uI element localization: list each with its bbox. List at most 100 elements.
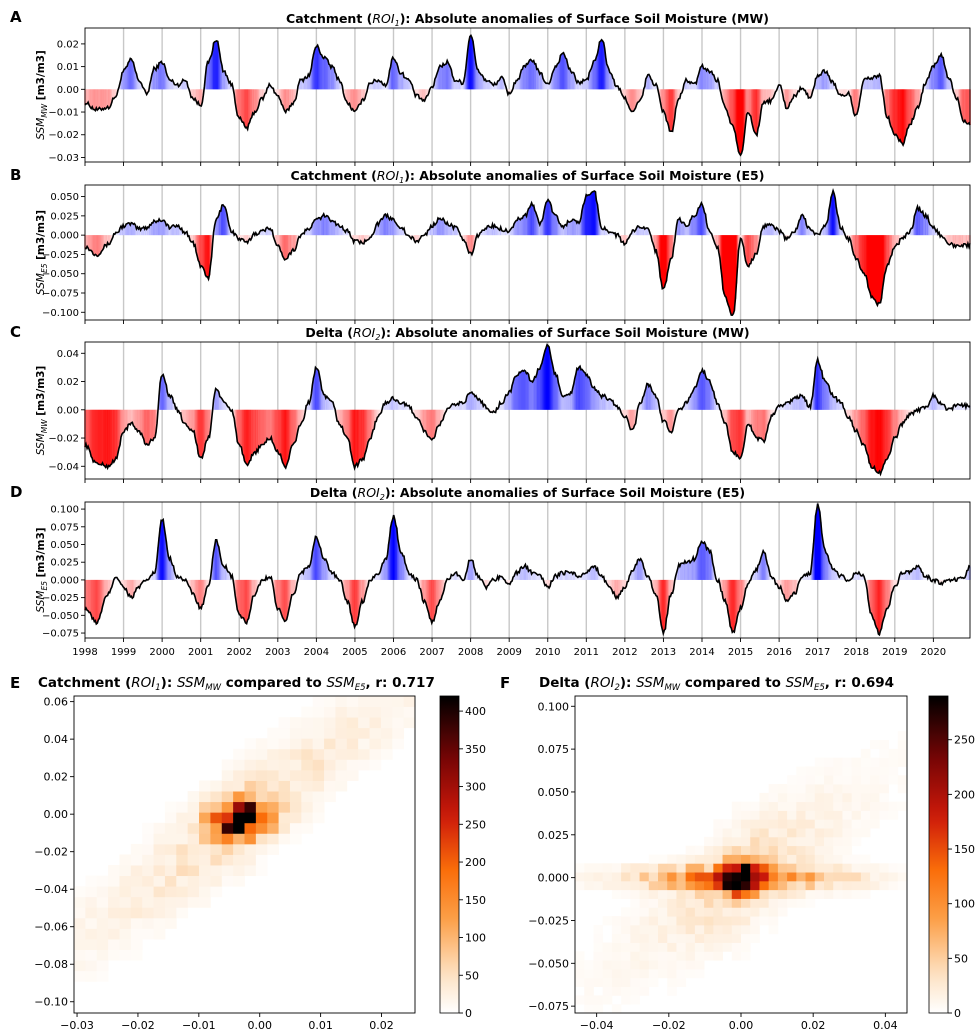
- histogram-bin: [704, 872, 714, 882]
- positive-anomaly-fill: [814, 367, 817, 410]
- negative-anomaly-fill: [776, 579, 779, 586]
- positive-anomaly-fill: [944, 68, 947, 90]
- positive-anomaly-fill: [522, 215, 525, 236]
- positive-anomaly-fill: [435, 223, 437, 236]
- negative-anomaly-fill: [659, 235, 662, 278]
- positive-anomaly-fill: [814, 515, 817, 580]
- positive-anomaly-fill: [842, 231, 845, 236]
- histogram-bin: [787, 889, 797, 899]
- positive-anomaly-fill: [223, 71, 225, 90]
- positive-anomaly-fill: [330, 67, 332, 90]
- negative-anomaly-fill: [191, 579, 193, 594]
- positive-anomaly-fill: [707, 549, 710, 580]
- positive-anomaly-fill: [454, 572, 457, 580]
- negative-anomaly-fill: [896, 409, 898, 438]
- histogram-bin: [658, 863, 668, 873]
- positive-anomaly-fill: [523, 370, 526, 410]
- y-tick-label: −0.08: [34, 958, 68, 971]
- negative-anomaly-fill: [626, 409, 629, 419]
- negative-anomaly-fill: [716, 235, 718, 249]
- positive-anomaly-fill: [182, 80, 185, 90]
- histogram-bin: [244, 822, 257, 834]
- negative-anomaly-fill: [733, 409, 736, 455]
- positive-anomaly-fill: [492, 227, 495, 236]
- positive-anomaly-fill: [523, 215, 526, 236]
- positive-anomaly-fill: [162, 519, 165, 580]
- histogram-bin: [796, 801, 806, 811]
- positive-anomaly-fill: [583, 80, 585, 90]
- positive-anomaly-fill: [553, 68, 556, 90]
- positive-anomaly-fill: [317, 47, 320, 90]
- positive-anomaly-fill: [319, 219, 322, 236]
- negative-anomaly-fill: [961, 235, 964, 247]
- negative-anomaly-fill: [369, 409, 371, 439]
- negative-anomaly-fill: [103, 235, 106, 245]
- negative-anomaly-fill: [441, 579, 443, 596]
- positive-anomaly-fill: [649, 76, 651, 90]
- positive-anomaly-fill: [168, 79, 171, 90]
- negative-anomaly-fill: [724, 235, 726, 297]
- positive-anomaly-fill: [476, 573, 478, 580]
- negative-anomaly-fill: [672, 409, 675, 426]
- negative-anomaly-fill: [882, 579, 885, 619]
- positive-anomaly-fill: [828, 76, 830, 90]
- positive-anomaly-fill: [518, 372, 521, 410]
- negative-anomaly-fill: [899, 235, 901, 239]
- positive-anomaly-fill: [558, 575, 561, 580]
- positive-anomaly-fill: [330, 570, 332, 580]
- positive-anomaly-fill: [694, 386, 697, 410]
- positive-anomaly-fill: [167, 225, 170, 236]
- positive-anomaly-fill: [444, 223, 446, 236]
- positive-anomaly-fill: [790, 399, 792, 410]
- positive-anomaly-fill: [911, 569, 914, 580]
- histogram-bin: [380, 706, 393, 718]
- negative-anomaly-fill: [337, 409, 339, 422]
- histogram-bin: [759, 792, 770, 803]
- histogram-bin: [335, 748, 348, 760]
- negative-anomaly-fill: [884, 89, 887, 114]
- positive-anomaly-fill: [329, 220, 331, 236]
- axes-frame: [84, 501, 971, 639]
- x-tick-label-year: 2018: [844, 647, 869, 658]
- positive-anomaly-fill: [174, 574, 177, 580]
- histogram-bin: [851, 854, 862, 864]
- positive-anomaly-fill: [562, 396, 565, 410]
- negative-anomaly-fill: [789, 89, 791, 103]
- negative-anomaly-fill: [468, 235, 470, 253]
- histogram-bin: [278, 748, 291, 760]
- histogram-bin: [85, 875, 98, 887]
- positive-anomaly-fill: [475, 574, 477, 580]
- positive-anomaly-fill: [332, 572, 334, 580]
- histogram-bin: [741, 907, 751, 917]
- histogram-bin: [897, 872, 908, 882]
- positive-anomaly-fill: [857, 573, 859, 580]
- positive-anomaly-fill: [540, 72, 542, 90]
- negative-anomaly-fill: [275, 235, 278, 246]
- positive-anomaly-fill: [411, 577, 414, 580]
- histogram-bin: [244, 843, 257, 855]
- negative-anomaly-fill: [427, 409, 430, 437]
- positive-anomaly-fill: [645, 575, 647, 580]
- x-tick-label-year: 2008: [458, 647, 483, 658]
- positive-anomaly-fill: [375, 574, 378, 580]
- histogram-bin: [842, 828, 853, 838]
- negative-anomaly-fill: [745, 235, 748, 264]
- negative-anomaly-fill: [416, 235, 419, 241]
- negative-anomaly-fill: [965, 235, 967, 245]
- negative-anomaly-fill: [732, 579, 735, 632]
- histogram-bin: [233, 822, 245, 834]
- positive-anomaly-fill: [538, 71, 540, 90]
- negative-anomaly-fill: [94, 409, 97, 463]
- negative-anomaly-fill: [657, 235, 660, 259]
- negative-anomaly-fill: [239, 89, 242, 118]
- histogram-bin: [278, 791, 291, 803]
- negative-anomaly-fill: [755, 235, 757, 254]
- negative-anomaly-fill: [850, 409, 853, 421]
- histogram-bin: [289, 738, 302, 750]
- negative-anomaly-fill: [939, 579, 941, 585]
- positive-anomaly-fill: [480, 74, 483, 90]
- positive-anomaly-fill: [611, 74, 613, 90]
- negative-anomaly-fill: [365, 409, 367, 452]
- negative-anomaly-fill: [751, 235, 753, 260]
- positive-anomaly-fill: [638, 227, 641, 236]
